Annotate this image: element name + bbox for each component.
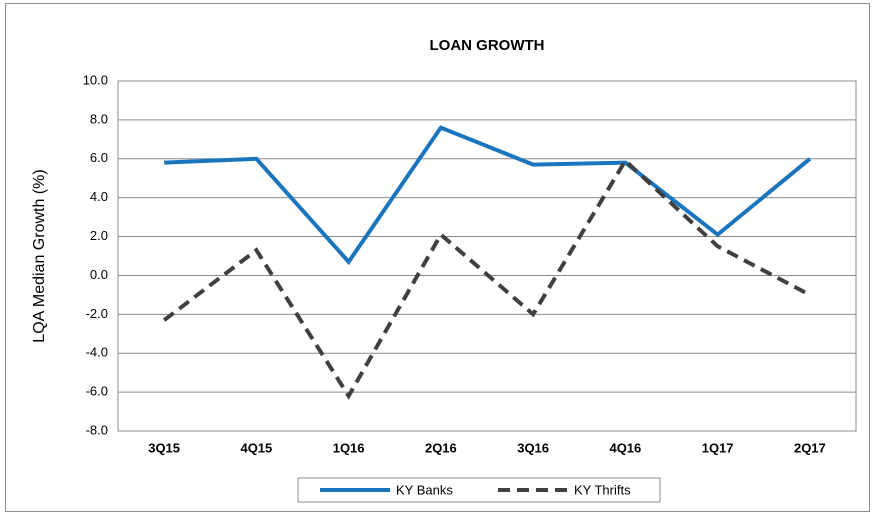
x-tick-label: 3Q15 [148,440,180,455]
x-tick-label: 1Q16 [333,440,365,455]
x-tick-label: 2Q16 [425,440,457,455]
legend-label: KY Thrifts [574,482,631,497]
y-tick-label: 2.0 [90,228,108,243]
chart-frame [5,3,870,512]
legend-label: KY Banks [396,482,453,497]
y-tick-label: 6.0 [90,150,108,165]
y-tick-label: -8.0 [86,422,108,437]
x-tick-label: 2Q17 [794,440,826,455]
plot-border [117,80,857,432]
y-tick-label: 4.0 [90,189,108,204]
y-tick-label: -4.0 [86,345,108,360]
series-line [164,125,812,266]
y-tick-label: -6.0 [86,384,108,399]
x-tick-label: 1Q17 [702,440,734,455]
x-tick-label: 4Q16 [609,440,641,455]
series-line [162,157,811,400]
x-tick-label: 4Q15 [240,440,272,455]
chart-title: LOAN GROWTH [430,37,545,54]
x-tick-label: 3Q16 [517,440,549,455]
y-tick-label: -2.0 [86,306,108,321]
y-axis-title: LQA Median Growth (%) [31,169,48,342]
y-tick-label: 0.0 [90,267,108,282]
y-tick-label: 8.0 [90,111,108,126]
y-tick-label: 10.0 [83,72,108,87]
